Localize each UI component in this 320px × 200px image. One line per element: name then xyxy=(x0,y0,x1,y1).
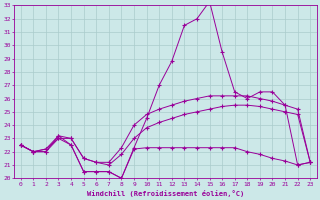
X-axis label: Windchill (Refroidissement éolien,°C): Windchill (Refroidissement éolien,°C) xyxy=(87,190,244,197)
